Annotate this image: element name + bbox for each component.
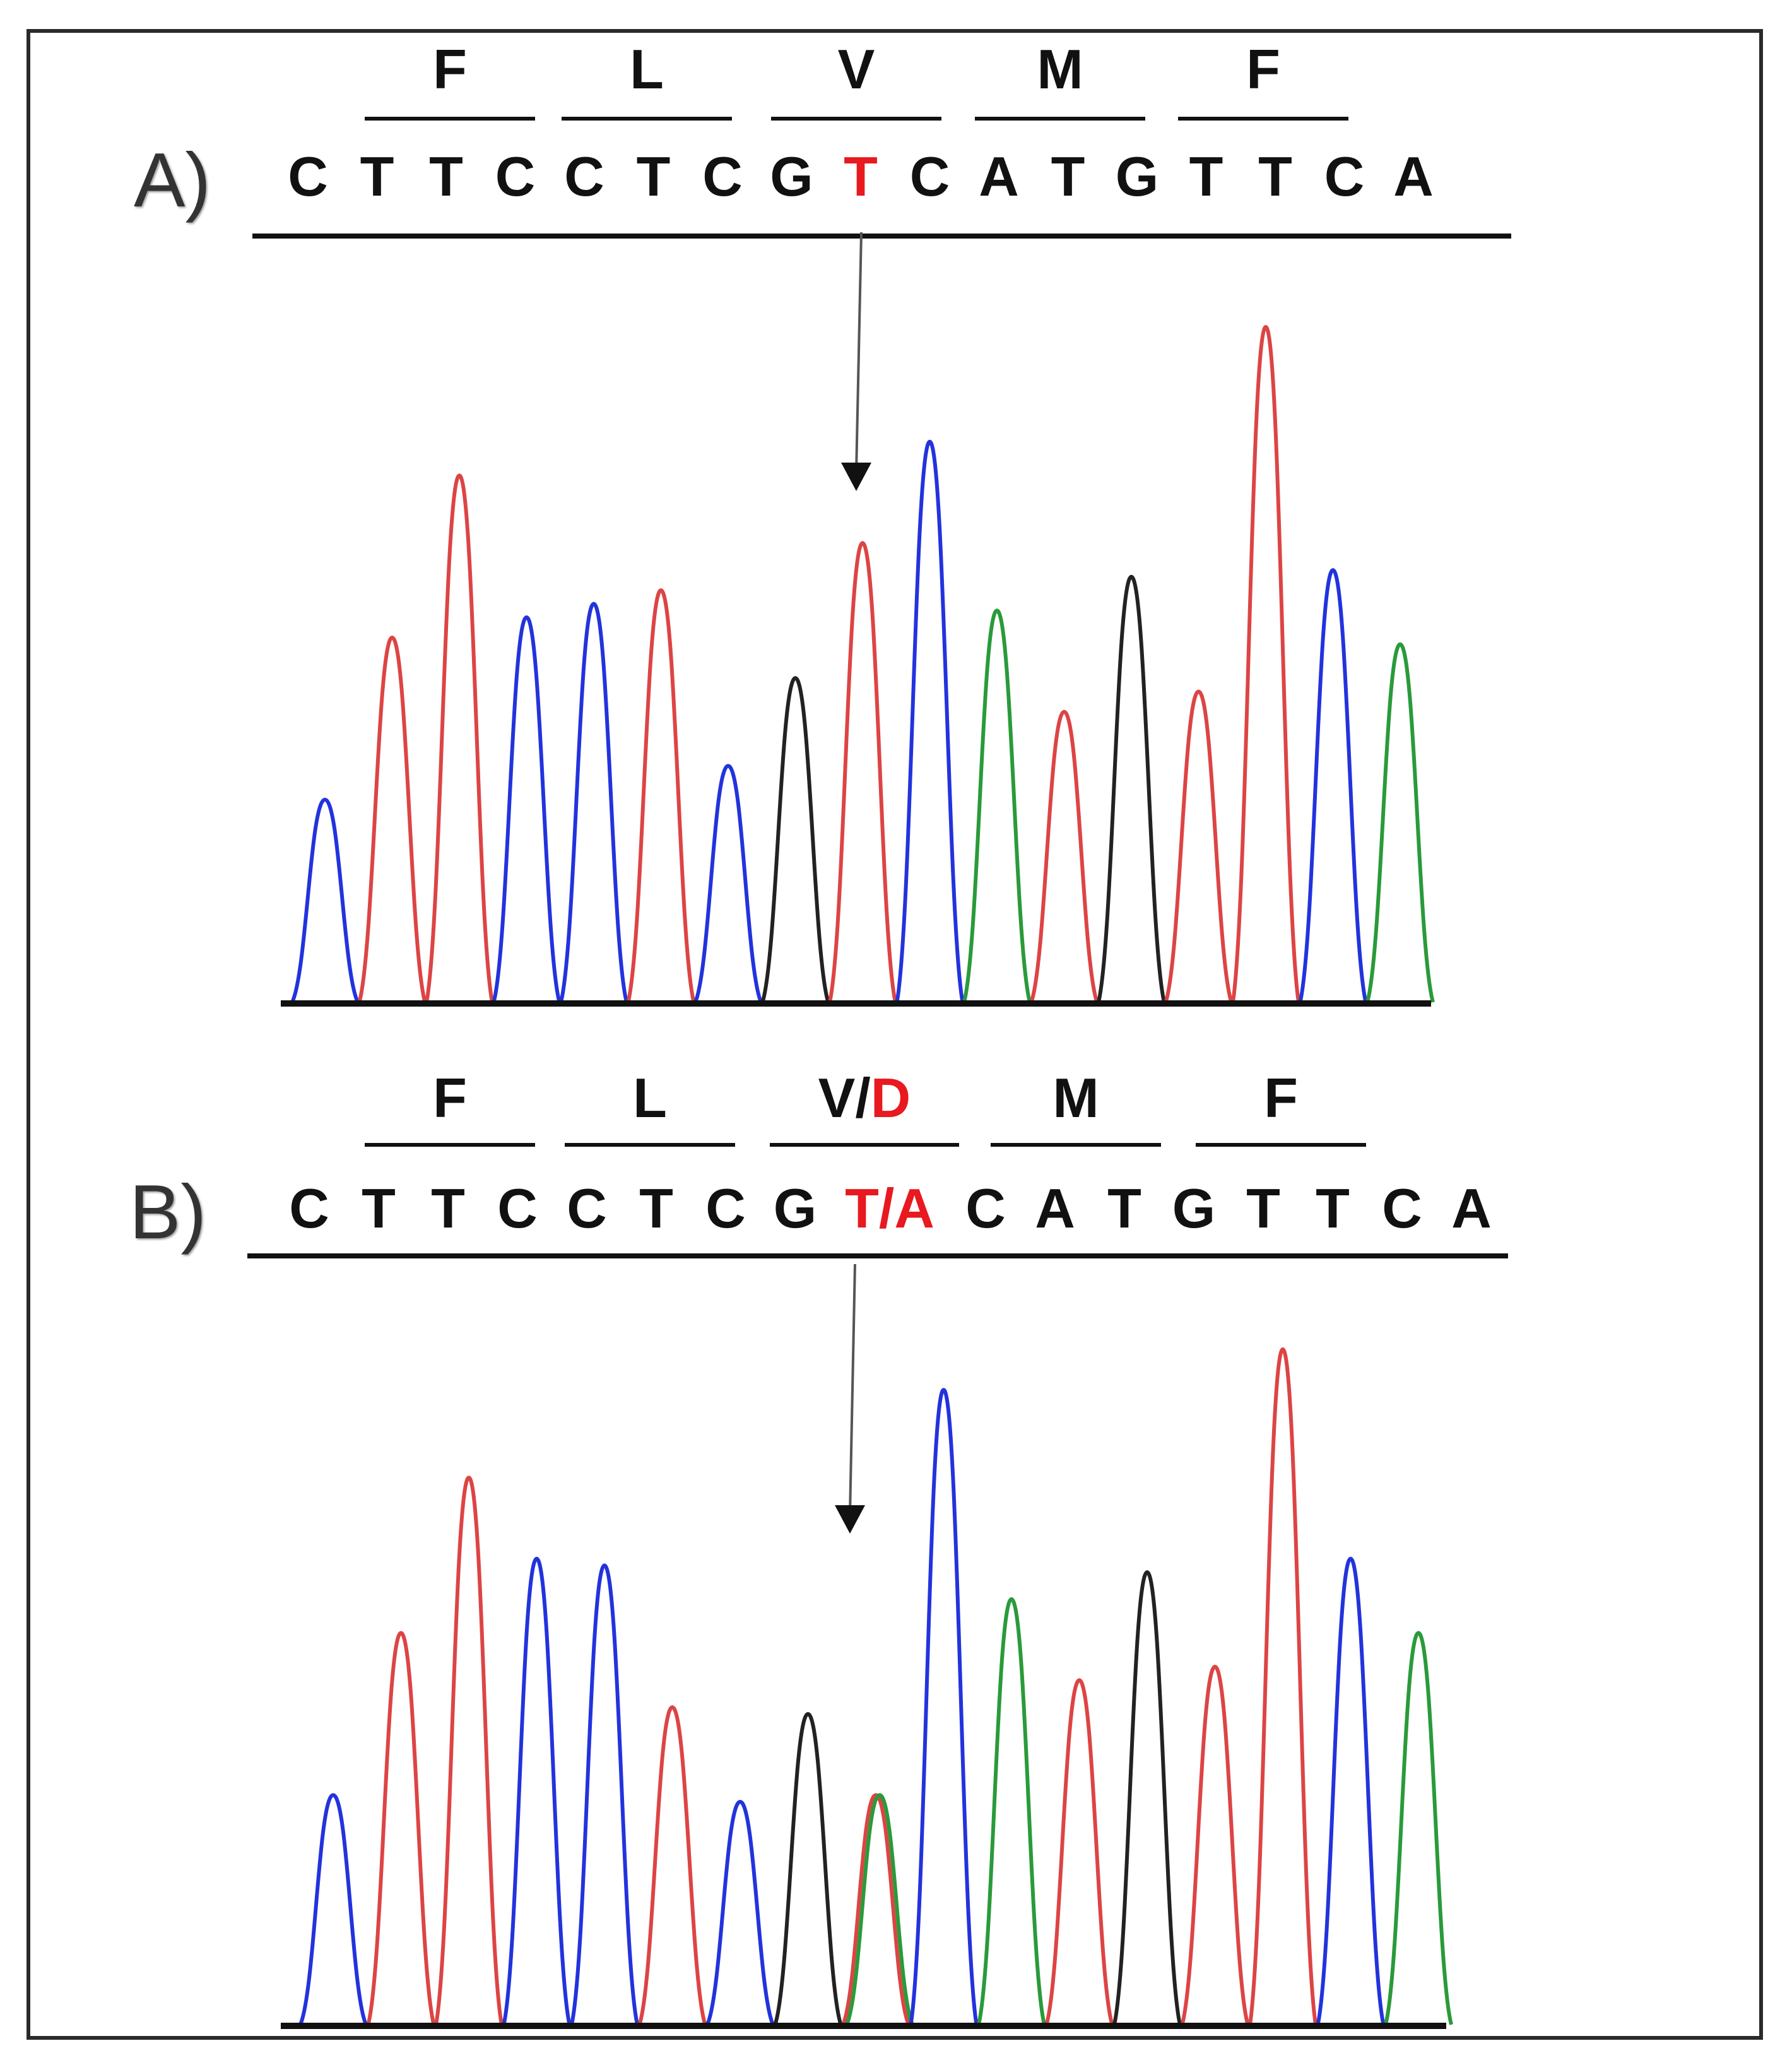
arrow-head [835, 1505, 865, 1534]
chromatogram-peak-b [1316, 1556, 1386, 2025]
base-letter: G [770, 145, 813, 208]
base-letter: C [910, 145, 950, 208]
base-letter: T [362, 1177, 396, 1240]
amino-acid-label: L [630, 38, 664, 100]
amino-acid-label: F [1264, 1067, 1298, 1129]
chromatogram-peak-b [773, 1712, 843, 2025]
chromatogram-peak-a [962, 608, 1032, 1003]
chromatogram-peak-a [895, 439, 965, 1003]
amino-acid-label: F [1246, 38, 1280, 100]
base-letter: A [979, 145, 1019, 208]
panel-b-label: B) [129, 1169, 206, 1255]
amino-acid-label: M [1052, 1067, 1099, 1129]
chromatogram-peak-b [909, 1388, 979, 2025]
chromatogram-peak-b [1044, 1678, 1114, 2025]
chromatogram-peak-a [1231, 324, 1300, 1003]
base-letter: C [965, 1177, 1006, 1240]
base-letter: T [1107, 1177, 1141, 1240]
chromatogram-peak-a [693, 764, 763, 1003]
chromatogram-peak-b [298, 1793, 368, 2026]
base-letter: G [774, 1177, 816, 1240]
arrow-head [841, 463, 871, 491]
chromatogram-peak-a [1365, 642, 1435, 1003]
chromatogram-peak-b [977, 1597, 1046, 2025]
base-letter: T/A [845, 1177, 934, 1240]
base-letter: C [288, 145, 328, 208]
base-letter: T [637, 145, 671, 208]
mutation-arrow [855, 232, 863, 473]
chromatogram-peak-b [434, 1476, 504, 2025]
base-letter: C [289, 1177, 329, 1240]
base-letter: C [497, 1177, 538, 1240]
base-letter: G [1172, 1177, 1215, 1240]
chromatogram-peak-b [366, 1631, 436, 2025]
chromatogram-peak-b [637, 1705, 707, 2025]
amino-acid-label: V [838, 38, 875, 100]
chromatogram-peak-a [559, 601, 628, 1003]
base-letter: T [1258, 145, 1292, 208]
base-letter: C [705, 1177, 746, 1240]
chromatogram-peak-a [626, 588, 696, 1003]
chromatogram-peak-a [1097, 574, 1166, 1003]
mutation-arrow [849, 1263, 856, 1515]
base-letter: C [495, 145, 536, 208]
chromatogram-peak-a [1164, 689, 1234, 1003]
base-letter: T [431, 1177, 465, 1240]
chromatogram-peak-b [705, 1799, 775, 2026]
base-letter: T [360, 145, 394, 208]
base-letter: C [567, 1177, 607, 1240]
base-letter: T [429, 145, 463, 208]
chromatogram-peak-b [1112, 1570, 1182, 2025]
chromatogram-peak-b [845, 1793, 914, 2026]
amino-acid-label: L [633, 1067, 667, 1129]
base-letter: A [1451, 1177, 1492, 1240]
chromatogram-peak-a [492, 615, 562, 1003]
chromatogram-peak-a [828, 541, 897, 1003]
base-letter: A [1393, 145, 1434, 208]
chromatogram-peak-b [502, 1556, 572, 2025]
chromatogram-peak-b [841, 1793, 911, 2026]
chromatogram-peak-a [290, 797, 360, 1003]
base-letter: C [564, 145, 604, 208]
base-letter: C [702, 145, 743, 208]
amino-acid-label: V/D [818, 1067, 911, 1129]
chromatogram-peak-a [425, 473, 494, 1003]
chromatogram-peak-a [357, 636, 427, 1003]
chromatogram-peak-b [1248, 1347, 1317, 2025]
base-letter: G [1116, 145, 1158, 208]
chromatogram-peak-b [1180, 1664, 1250, 2025]
figure-frame [27, 29, 1763, 2040]
panel-a-label: A) [134, 137, 211, 223]
base-letter: C [1324, 145, 1365, 208]
amino-acid-label: F [433, 38, 467, 100]
base-letter: T [1316, 1177, 1350, 1240]
chromatogram-peak-a [1029, 709, 1099, 1003]
base-letter: T [1189, 145, 1223, 208]
base-letter: C [1382, 1177, 1422, 1240]
amino-acid-label: F [433, 1067, 467, 1129]
chromatogram-peak-b [1384, 1631, 1453, 2025]
amino-acid-label: M [1037, 38, 1083, 100]
base-letter: A [1035, 1177, 1075, 1240]
chromatogram-peak-b [570, 1563, 639, 2025]
base-letter: T [844, 145, 878, 208]
chromatogram-peak-a [760, 676, 830, 1003]
base-letter: T [639, 1177, 673, 1240]
base-letter: T [1051, 145, 1085, 208]
base-letter: T [1246, 1177, 1280, 1240]
chromatogram-peak-a [1298, 568, 1368, 1003]
